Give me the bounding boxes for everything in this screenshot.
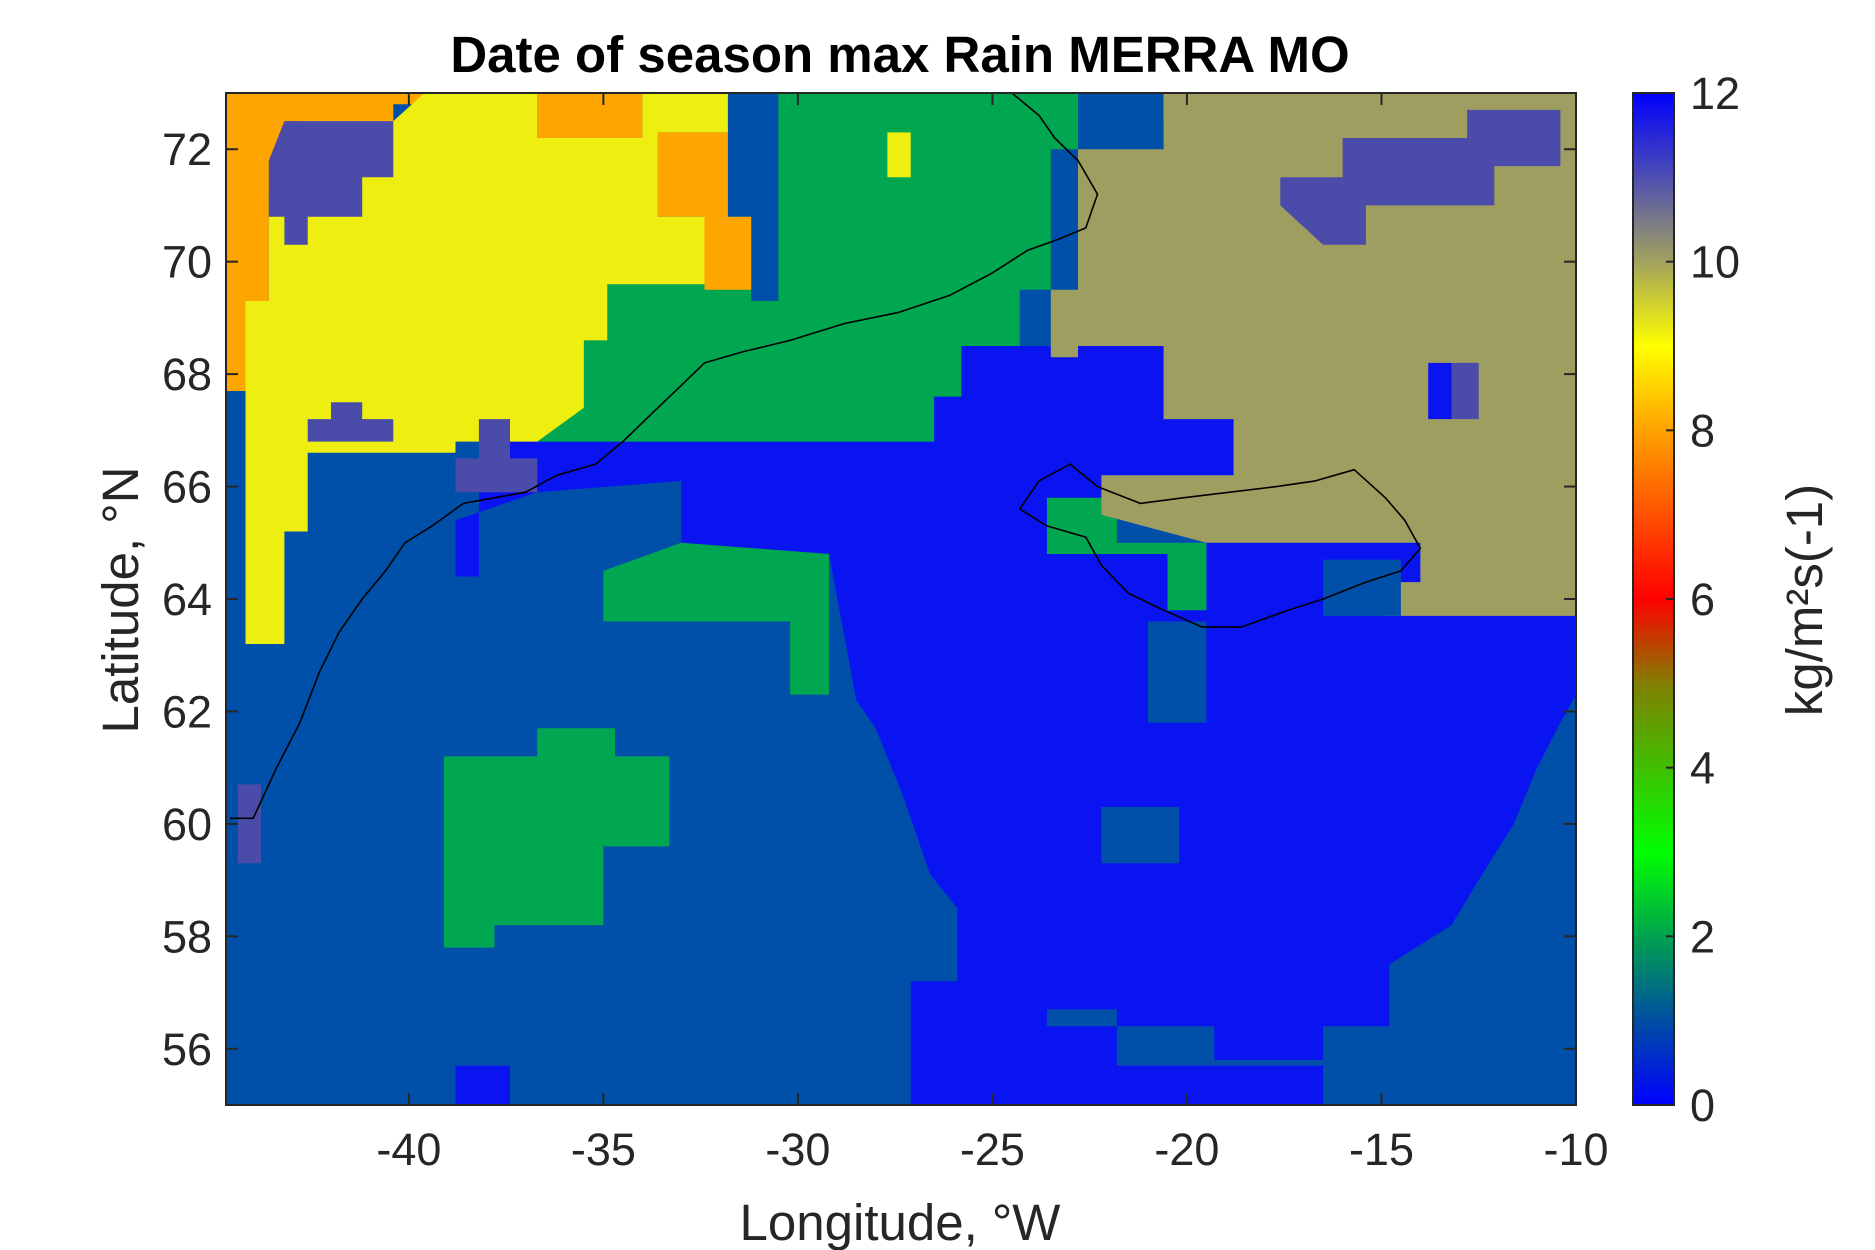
colorbar-tick-label: 6 — [1690, 574, 1715, 625]
colorbar-label: kg/m²s(-1) — [1776, 484, 1833, 716]
heatmap-region-3 — [1046, 1009, 1324, 1105]
plot-area — [226, 93, 1576, 1105]
x-tick-label: -40 — [376, 1124, 441, 1175]
colorbar-tick-label: 12 — [1690, 68, 1740, 119]
heatmap-region-20 — [455, 419, 538, 493]
y-axis: 56 58 60 62 64 66 68 70 72 — [162, 124, 1576, 1075]
heatmap-region-11 — [537, 93, 643, 138]
x-tick-label: -30 — [765, 1124, 830, 1175]
y-tick-label: 56 — [162, 1024, 212, 1075]
coastline-iceland — [1018, 463, 1422, 628]
x-axis-label: Longitude, °W — [740, 1194, 1061, 1250]
heatmap-region-13 — [245, 93, 728, 644]
colorbar-tick-label: 0 — [1690, 1080, 1715, 1131]
x-tick-label: -25 — [960, 1124, 1025, 1175]
heatmap-region-16 — [1050, 93, 1576, 616]
heatmap-region-12 — [657, 132, 752, 290]
colorbar: 0 2 4 6 8 10 12 kg/m²s(-1) — [1632, 68, 1833, 1131]
colorbar-tick-label: 2 — [1690, 911, 1715, 962]
x-axis: -40 -35 -30 -25 -20 -15 -10 — [376, 93, 1609, 1175]
y-tick-label: 66 — [162, 462, 212, 513]
heatmap-region-7 — [603, 542, 829, 695]
colorbar-tick-label: 10 — [1690, 237, 1740, 288]
y-tick-label: 68 — [162, 349, 212, 400]
heatmap-region-2 — [455, 1065, 510, 1105]
coastline-greenland — [229, 93, 1099, 820]
heatmap-region-9 — [1046, 497, 1207, 611]
heatmap-region-19 — [307, 402, 394, 442]
y-tick-label: 64 — [162, 574, 212, 625]
heatmap-region-1 — [455, 346, 1576, 1105]
colorbar-ticks: 0 2 4 6 8 10 12 — [1666, 68, 1740, 1131]
heatmap-region-6 — [443, 728, 670, 948]
y-tick-label: 70 — [162, 237, 212, 288]
heatmap-region-5 — [1148, 621, 1207, 723]
heatmap-region-14 — [887, 132, 911, 178]
colorbar-tick-label: 8 — [1690, 405, 1715, 456]
x-tick-label: -20 — [1154, 1124, 1219, 1175]
colorbar-tick-label: 4 — [1690, 743, 1715, 794]
heatmap-regions — [226, 93, 1576, 1105]
heatmap-region-17 — [268, 121, 394, 245]
y-axis-label: Latitude, °N — [92, 466, 149, 733]
heatmap-region-23 — [1428, 362, 1452, 420]
heatmap-region-8 — [537, 93, 1078, 442]
y-tick-label: 72 — [162, 124, 212, 175]
heatmap-region-24 — [1323, 559, 1401, 616]
heatmap-region-4 — [1101, 807, 1180, 864]
x-tick-label: -10 — [1543, 1124, 1608, 1175]
y-tick-label: 62 — [162, 686, 212, 737]
x-tick-label: -15 — [1349, 1124, 1414, 1175]
coastlines — [229, 93, 1422, 820]
heatmap-region-18 — [1280, 109, 1561, 245]
y-tick-label: 60 — [162, 799, 212, 850]
heatmap-region-22 — [1451, 362, 1479, 420]
y-tick-label: 58 — [162, 911, 212, 962]
chart-title: Date of season max Rain MERRA MO — [450, 26, 1349, 83]
heatmap-region-21 — [237, 784, 261, 864]
x-tick-label: -35 — [571, 1124, 636, 1175]
